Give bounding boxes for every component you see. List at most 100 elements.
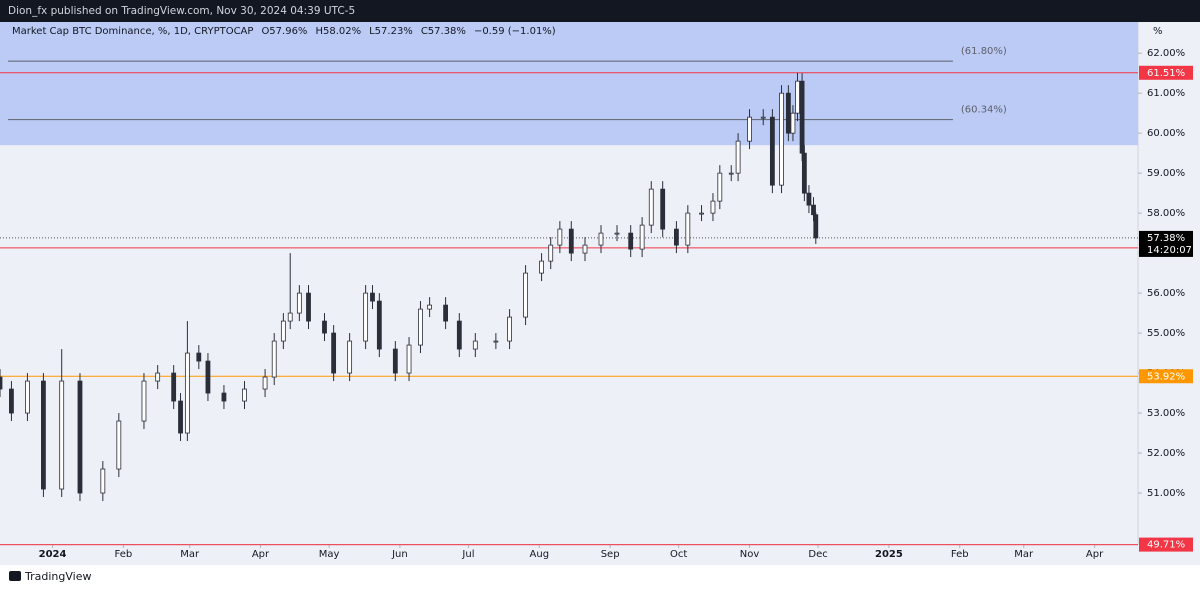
candle-body [735,140,741,174]
price-box-label: 57.38% [1147,233,1185,244]
candle-body [760,116,766,119]
candle-body [785,92,791,134]
candle-body [406,344,412,374]
candle-body [710,200,716,214]
candle-body [376,300,382,350]
candle-body [507,316,512,342]
candle-body [790,112,796,134]
legend: Market Cap BTC Dominance, %, 1D, CRYPTOC… [12,26,556,37]
y-unit: % [1153,26,1163,37]
candle-body [813,214,819,239]
candle-body [322,320,327,334]
legend-title: Market Cap BTC Dominance, %, 1D, CRYPTOC… [12,26,253,37]
legend-value: C57.38% [421,26,466,37]
candle-body [539,260,544,274]
candle-body [493,340,499,343]
y-tick-label: 55.00% [1147,328,1185,339]
candle-body [456,320,462,350]
y-tick-label: 53.00% [1147,408,1185,419]
candle-body [100,468,106,494]
y-tick-label: 51.00% [1147,488,1185,499]
fib-label: (61.80%) [961,46,1007,57]
brand: TradingView [24,570,91,583]
candle-body [628,232,634,250]
candle-body [614,232,620,235]
candle-body [806,192,812,206]
x-tick-label: Jun [391,549,408,560]
candle-body [306,292,311,322]
candle-body [769,116,775,186]
candle-body [171,372,177,402]
y-tick-label: 59.00% [1147,168,1185,179]
candle-body [221,392,227,402]
price-box [1139,369,1193,384]
candle-body [557,228,563,246]
countdown: 14:20:07 [1147,245,1192,256]
candle-body [59,380,65,490]
zone [0,22,1138,146]
y-tick-label: 56.00% [1147,288,1185,299]
publisher: Dion_fx published on TradingView.com, No… [8,5,355,17]
price-box-label: 61.51% [1147,68,1185,79]
y-tick-label: 58.00% [1147,208,1185,219]
x-tick-label: 2025 [875,549,903,560]
candle-body [25,380,30,414]
candle-body [717,172,723,202]
x-tick-label: Mar [180,549,200,560]
candle-body [347,340,353,374]
candle-body [472,340,478,350]
candle-body [205,360,211,394]
candle-body [296,292,302,314]
price-box [1139,230,1193,257]
candle-body [392,348,398,374]
price-box [1139,65,1193,80]
candle-body [443,304,449,322]
candle-body [363,292,369,342]
x-tick-label: Feb [951,549,969,560]
price-box-label: 49.71% [1147,540,1185,551]
candle-body [747,116,752,142]
candle-body [184,352,190,434]
candle-body [271,340,277,378]
candle-body [9,388,14,414]
candle-body [598,232,604,246]
y-tick-label: 61.00% [1147,88,1185,99]
fib-label: (60.34%) [961,105,1007,116]
candle-body [685,212,691,246]
candle-body [582,244,588,254]
footer [0,565,1200,589]
candle-body [728,172,734,175]
x-tick-label: Feb [115,549,133,560]
candle-body [427,304,433,310]
y-tick-label: 52.00% [1147,448,1185,459]
x-tick-label: Jul [461,549,474,560]
price-box [1139,537,1193,552]
candle-body [801,152,807,194]
logo [9,571,21,581]
candle-body [287,312,293,322]
candle-body [660,188,666,230]
x-tick-label: Aug [530,549,550,560]
candle-body [178,400,183,434]
x-tick-label: Oct [670,549,687,560]
y-tick-label: 62.00% [1147,48,1185,59]
x-tick-label: Dec [808,549,827,560]
layers: 51.00%52.00%53.00%54.00%55.00%56.00%57.0… [0,22,1193,560]
x-tick-label: 2024 [39,549,67,560]
legend-value: −0.59 (−1.01%) [474,26,556,37]
candle-body [262,376,268,390]
candle-body [674,228,679,246]
x-tick-label: Apr [252,549,270,560]
price-box-label: 53.92% [1147,371,1185,382]
x-tick-label: Apr [1086,549,1104,560]
candle-body [77,380,83,494]
candle-body [280,320,286,342]
candle-body [141,380,147,422]
candle-body [418,308,423,346]
candle-body [648,188,654,226]
candle-body [116,420,122,470]
candle-body [811,204,816,216]
candle-body [568,228,574,254]
